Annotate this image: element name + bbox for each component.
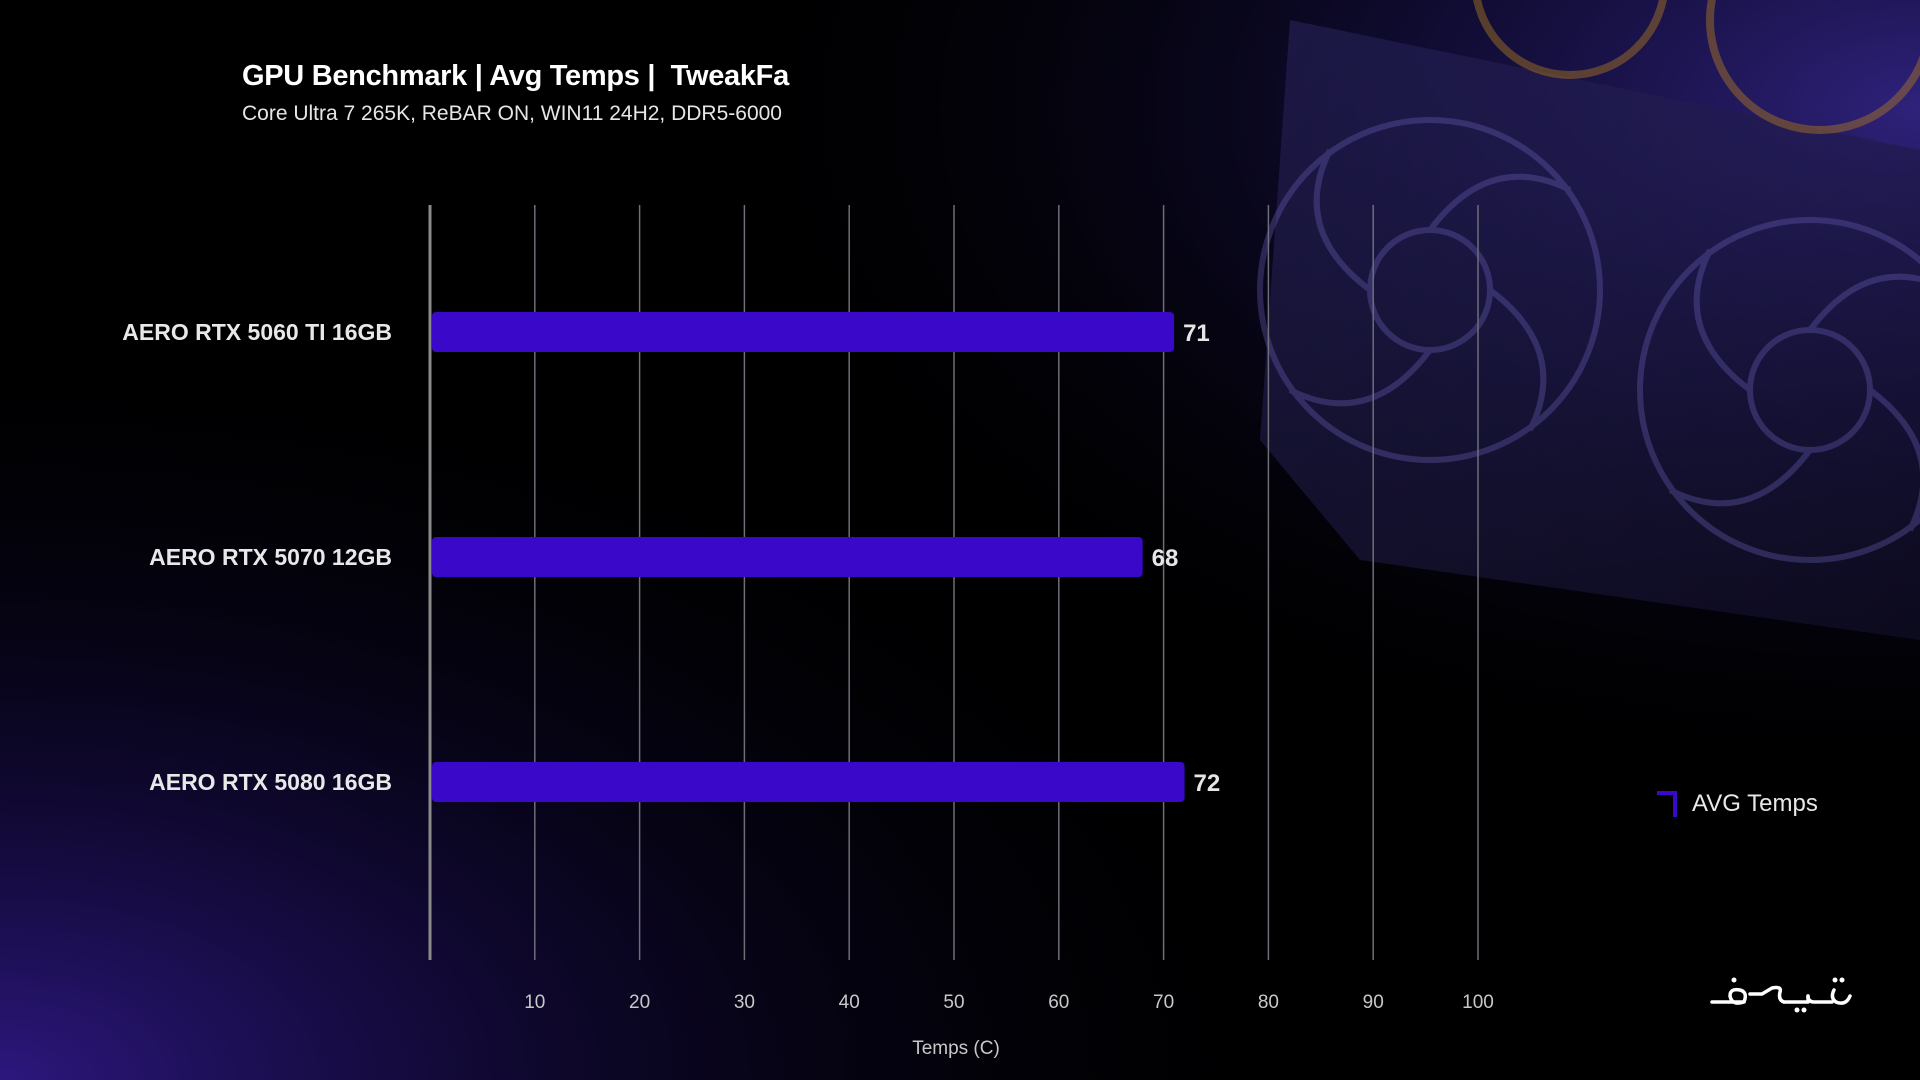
- x-tick-label-100: 100: [1462, 992, 1494, 1013]
- x-tick-label-30: 30: [734, 992, 755, 1013]
- bar-value-label: 71: [1183, 320, 1210, 347]
- category-label: AERO RTX 5080 16GB: [149, 769, 392, 795]
- category-label: AERO RTX 5060 TI 16GB: [122, 319, 392, 345]
- bar: [432, 762, 1185, 802]
- x-tick-label-80: 80: [1258, 992, 1279, 1013]
- bar-value-label: 68: [1152, 545, 1179, 572]
- bar: [432, 312, 1175, 352]
- bar: [432, 537, 1143, 577]
- x-tick-label-10: 10: [524, 992, 545, 1013]
- x-tick-label-70: 70: [1153, 992, 1174, 1013]
- x-tick-label-90: 90: [1363, 992, 1384, 1013]
- x-tick-label-20: 20: [629, 992, 650, 1013]
- category-label: AERO RTX 5070 12GB: [149, 544, 392, 570]
- legend-label: AVG Temps: [1692, 790, 1818, 817]
- chart-legend: AVG Temps: [1656, 790, 1818, 818]
- x-tick-label-40: 40: [839, 992, 860, 1013]
- bracket-corner-icon: [1657, 791, 1677, 817]
- x-tick-label-50: 50: [943, 992, 964, 1013]
- x-axis-label: Temps (C): [912, 1038, 1000, 1059]
- chart-title: GPU Benchmark | Avg Temps | TweakFa: [242, 60, 789, 92]
- bar-value-label: 72: [1194, 770, 1221, 797]
- x-tick-label-60: 60: [1048, 992, 1069, 1013]
- tweakfa-logo: [1710, 977, 1852, 1013]
- chart-subtitle: Core Ultra 7 265K, ReBAR ON, WIN11 24H2,…: [242, 102, 782, 125]
